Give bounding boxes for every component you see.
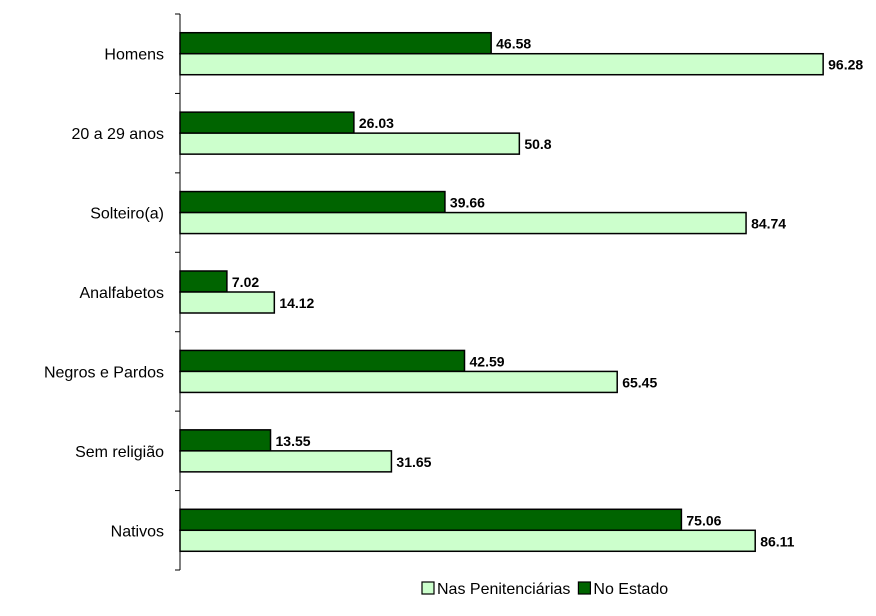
data-label-nas-penitenciarias: 14.12 <box>279 295 314 311</box>
data-label-no-estado: 39.66 <box>450 195 485 211</box>
bar-nas-penitenciarias <box>179 291 276 314</box>
bar-nas-penitenciarias <box>179 529 756 553</box>
bar-no-estado <box>179 270 228 293</box>
bar-no-estado <box>179 31 492 55</box>
bar-nas-penitenciarias <box>179 370 618 394</box>
data-label-nas-penitenciarias: 50.8 <box>524 136 551 152</box>
data-label-no-estado: 75.06 <box>686 512 721 528</box>
category-label: Homens <box>104 47 164 64</box>
data-label-no-estado: 13.55 <box>276 433 311 449</box>
data-label-no-estado: 7.02 <box>232 274 259 290</box>
bar-no-estado <box>179 111 355 134</box>
data-label-no-estado: 26.03 <box>359 115 394 131</box>
legend-label-no-estado: No Estado <box>593 581 668 598</box>
data-label-nas-penitenciarias: 96.28 <box>828 57 863 73</box>
bar-no-estado <box>179 349 466 373</box>
category-label: Negros e Pardos <box>44 364 164 381</box>
bars-layer <box>179 31 824 553</box>
data-label-nas-penitenciarias: 84.74 <box>751 216 786 232</box>
legend-swatch-no-estado <box>577 581 592 595</box>
bar-nas-penitenciarias <box>179 52 824 76</box>
legend-swatch-nas-penitenciarias <box>421 581 435 595</box>
bar-nas-penitenciarias <box>179 211 747 235</box>
category-label: 20 a 29 anos <box>71 126 164 143</box>
labels-layer: Homens 46.58 96.28 20 a 29 anos 26.03 50.8 Sol… <box>44 36 863 550</box>
category-label: Sem religião <box>75 444 164 461</box>
bar-nas-penitenciarias <box>179 450 393 473</box>
bar-no-estado <box>179 429 272 452</box>
data-label-no-estado: 42.59 <box>470 353 505 369</box>
data-label-nas-penitenciarias: 31.65 <box>396 454 431 470</box>
data-label-nas-penitenciarias: 65.45 <box>622 374 657 390</box>
bar-no-estado <box>179 190 446 214</box>
data-label-no-estado: 46.58 <box>496 36 531 52</box>
data-label-nas-penitenciarias: 86.11 <box>760 533 794 549</box>
bar-no-estado <box>179 508 683 532</box>
category-label: Nativos <box>111 523 164 540</box>
legend-label-nas-penitenciarias: Nas Penitenciárias <box>437 581 570 598</box>
bar-nas-penitenciarias <box>179 132 521 155</box>
category-label: Solteiro(a) <box>90 206 164 223</box>
category-label: Analfabetos <box>79 285 164 302</box>
legend: Nas Penitenciárias No Estado <box>421 581 668 598</box>
